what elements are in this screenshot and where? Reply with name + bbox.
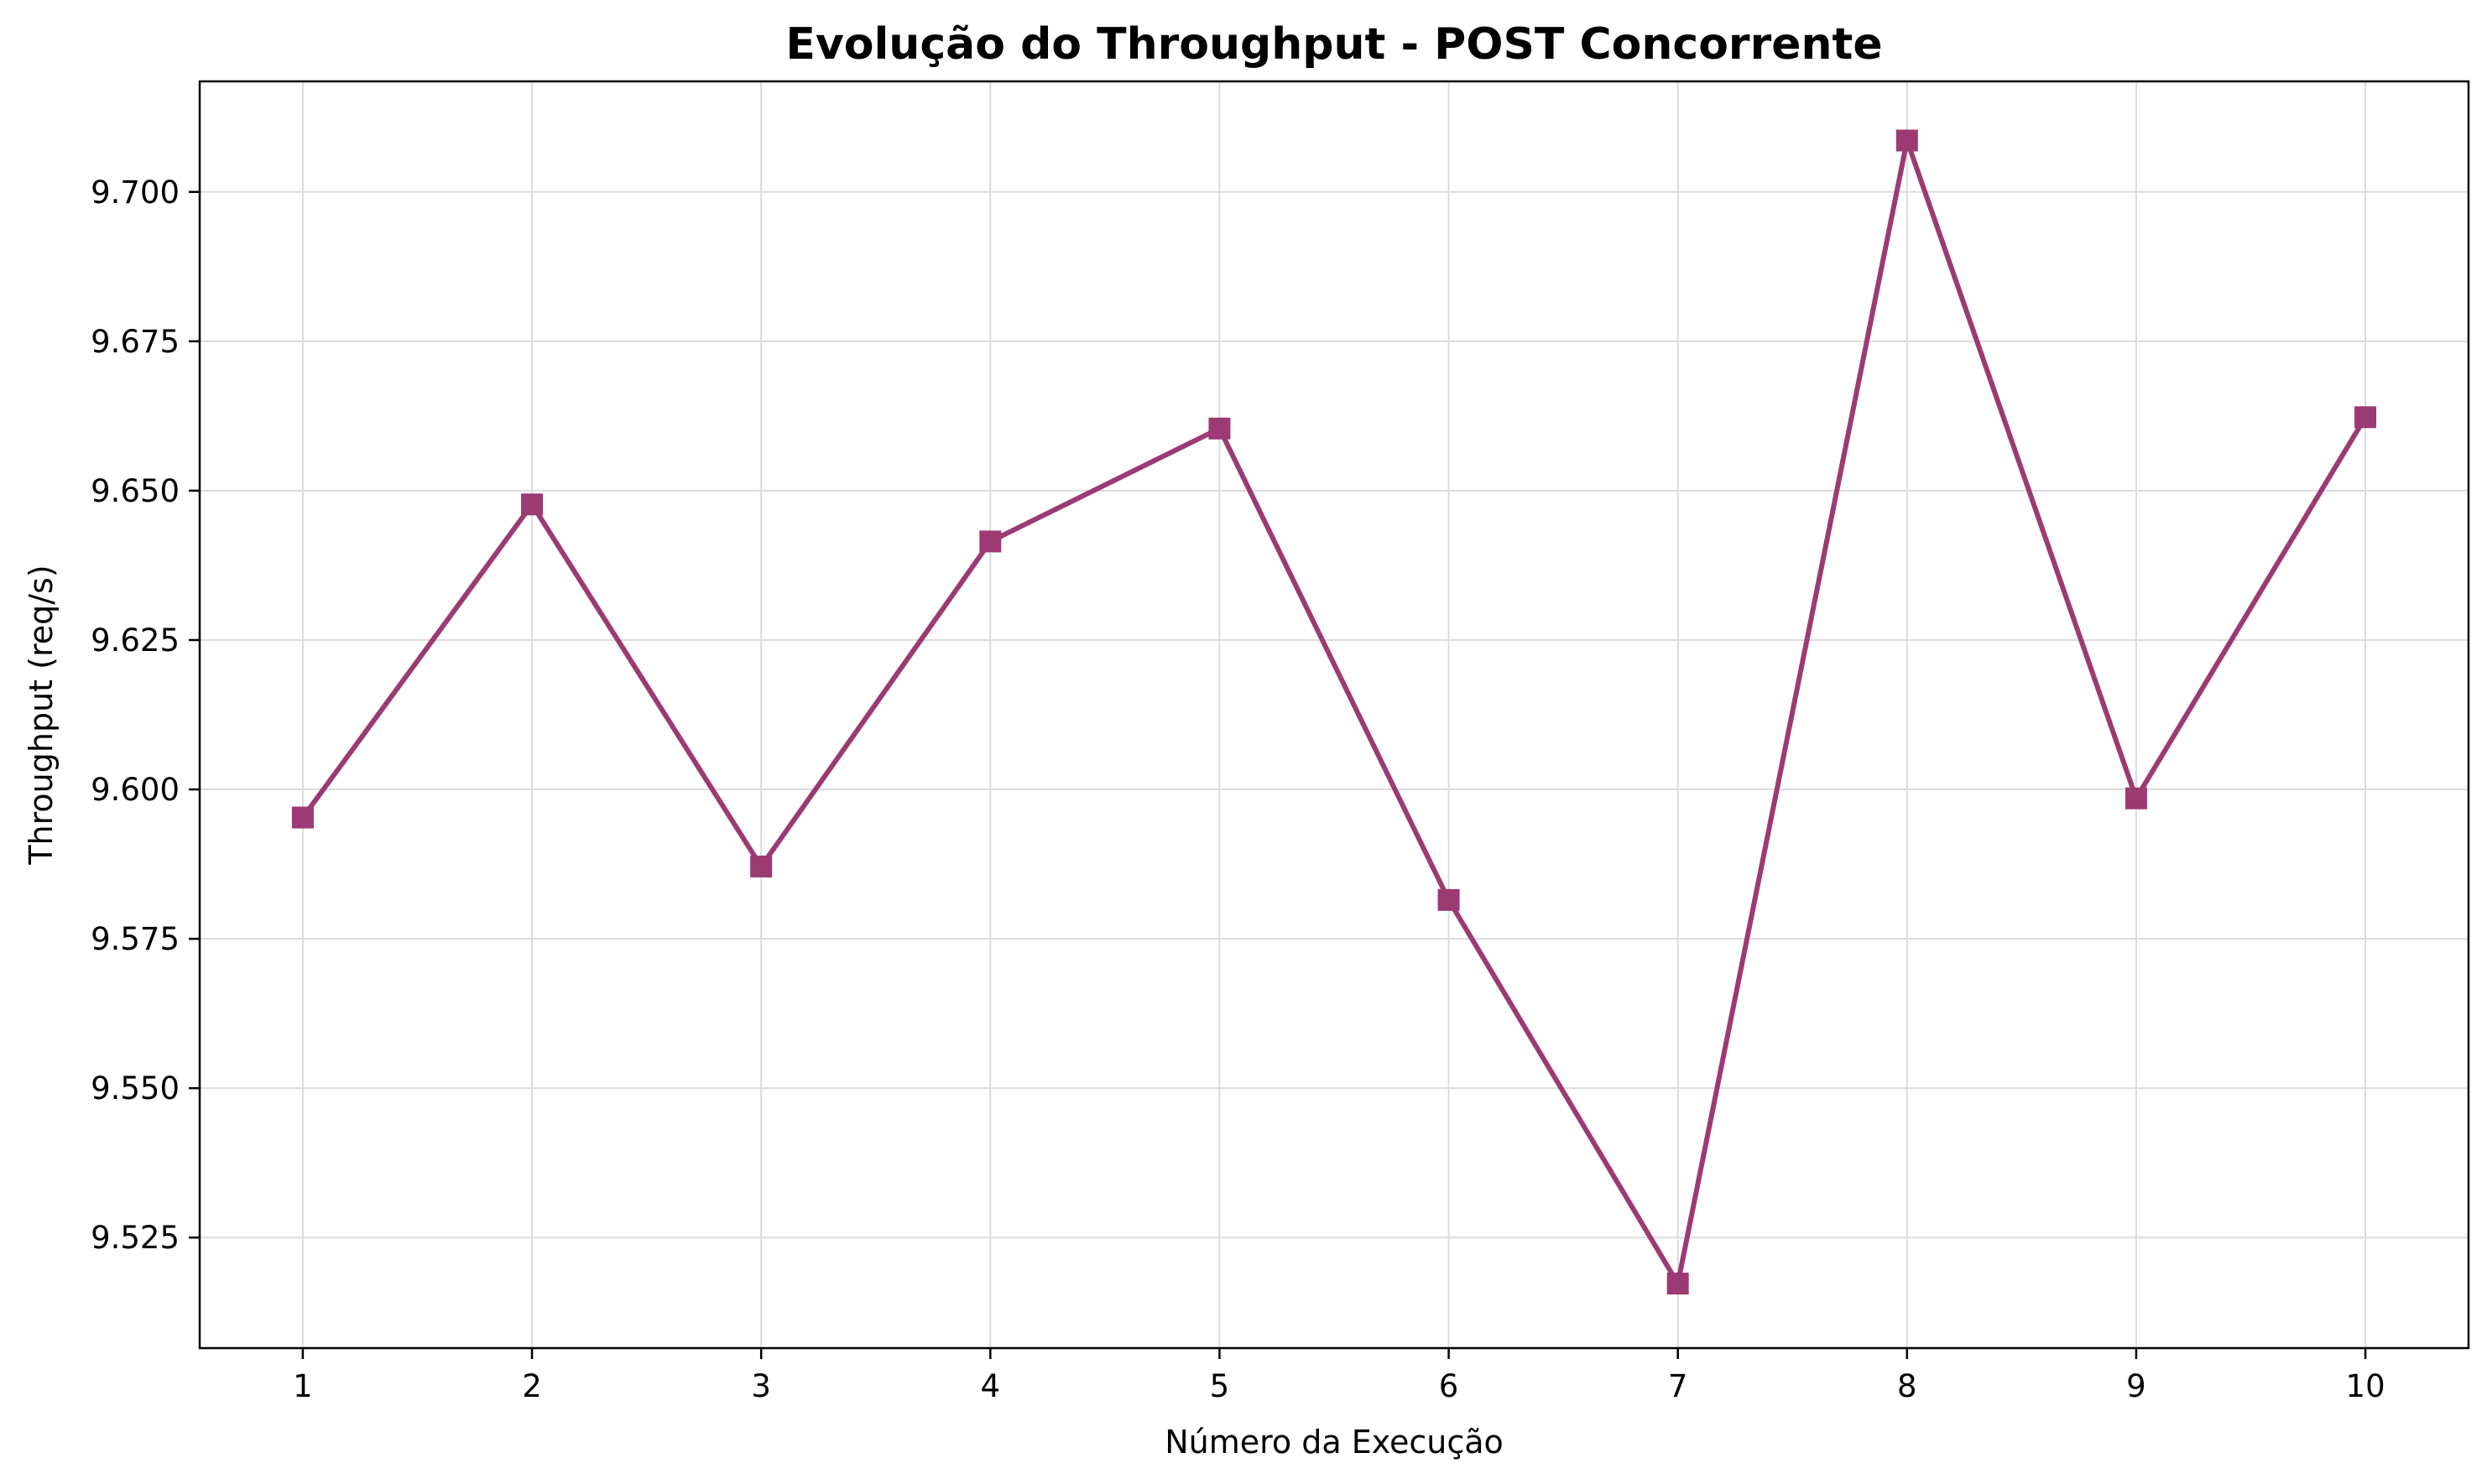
tick-labels: 1 2 3 4 5 6 7 8 9 10 9.525 9.550 9.575 9.600 9.625 9.65… [91, 174, 2385, 1404]
axis-ticks [189, 190, 2367, 1359]
x-tick-label: 8 [1897, 1368, 1917, 1404]
data-point-marker [1895, 129, 1918, 152]
y-tick-label: 9.575 [91, 921, 180, 957]
y-tick-label: 9.550 [91, 1070, 180, 1106]
data-point-marker [1208, 417, 1231, 440]
plot-area-frame [198, 80, 2470, 1350]
data-point-marker [521, 493, 544, 516]
y-tick-label: 9.700 [91, 174, 180, 211]
x-axis-label: Número da Execução [1165, 1424, 1504, 1461]
y-tick-label: 9.600 [91, 772, 180, 808]
data-point-marker [1666, 1273, 1689, 1295]
x-tick-label: 7 [1668, 1368, 1688, 1404]
data-point-marker [2354, 406, 2377, 429]
y-tick-label: 9.525 [91, 1220, 180, 1256]
data-point-marker [291, 806, 314, 829]
x-tick-label: 3 [751, 1368, 771, 1404]
y-axis-label: Throughput (req/s) [23, 565, 60, 865]
x-tick-label: 6 [1439, 1368, 1459, 1404]
data-point-marker [1437, 888, 1460, 911]
x-tick-label: 10 [2346, 1368, 2385, 1404]
y-tick-label: 9.650 [91, 473, 180, 509]
series-line [300, 138, 2369, 1287]
data-point-marker [2124, 787, 2147, 810]
data-point-marker [979, 530, 1002, 553]
x-tick-label: 4 [981, 1368, 1001, 1404]
data-point-marker [750, 855, 773, 877]
series-layer [291, 129, 2377, 1295]
x-tick-label: 9 [2126, 1368, 2146, 1404]
y-tick-label: 9.625 [91, 622, 180, 659]
y-tick-label: 9.675 [91, 324, 180, 360]
x-tick-label: 1 [293, 1368, 313, 1404]
chart-title: Evolução do Throughput - POST Concorrent… [785, 19, 1882, 70]
grid-lines [200, 81, 2469, 1348]
x-tick-label: 5 [1210, 1368, 1230, 1404]
x-tick-label: 2 [522, 1368, 542, 1404]
